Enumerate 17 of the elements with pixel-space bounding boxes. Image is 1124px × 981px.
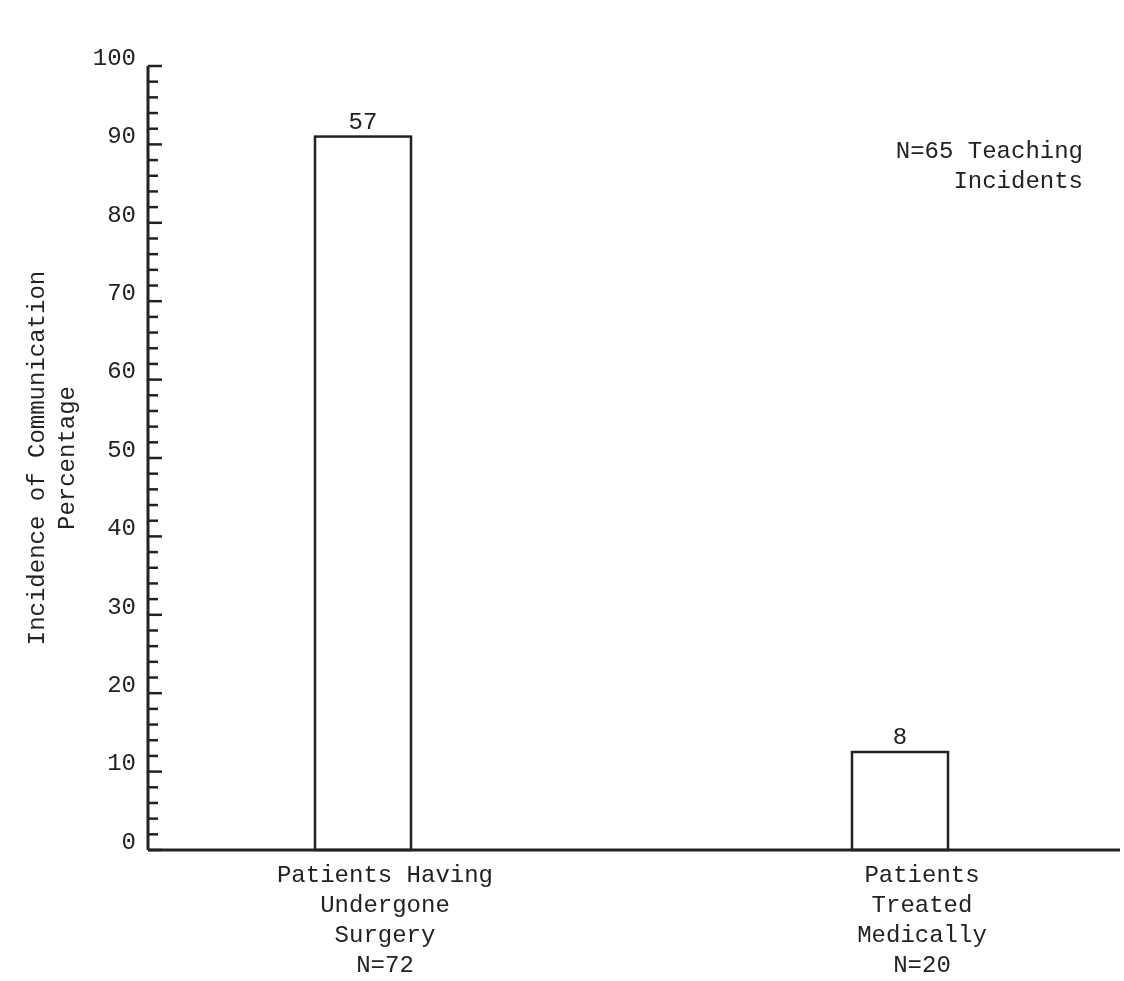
y-tick-label: 40 (107, 515, 136, 543)
y-tick-label: 10 (107, 750, 136, 778)
y-tick-label: 60 (107, 358, 136, 386)
x-tick-label: Patients Having Undergone Surgery N=72 (276, 862, 494, 979)
annotation: 57 (348, 108, 378, 136)
x-tick-label: Patients Treated Medically N=20 (857, 862, 987, 979)
y-axis-title: Incidence of Communication Percentage (24, 270, 81, 646)
y-tick-label: 0 (121, 828, 136, 856)
annotation: N=65 Teaching Incidents (895, 138, 1083, 195)
y-tick-label: 90 (107, 123, 136, 151)
y-tick-label: 70 (107, 280, 136, 307)
y-tick-label: 20 (107, 672, 136, 699)
y-tick-label: 100 (92, 44, 136, 72)
y-tick-label: 30 (107, 593, 136, 621)
y-tick-label: 50 (107, 436, 136, 464)
annotation: 8 (892, 724, 908, 751)
y-tick-label: 80 (107, 201, 136, 229)
